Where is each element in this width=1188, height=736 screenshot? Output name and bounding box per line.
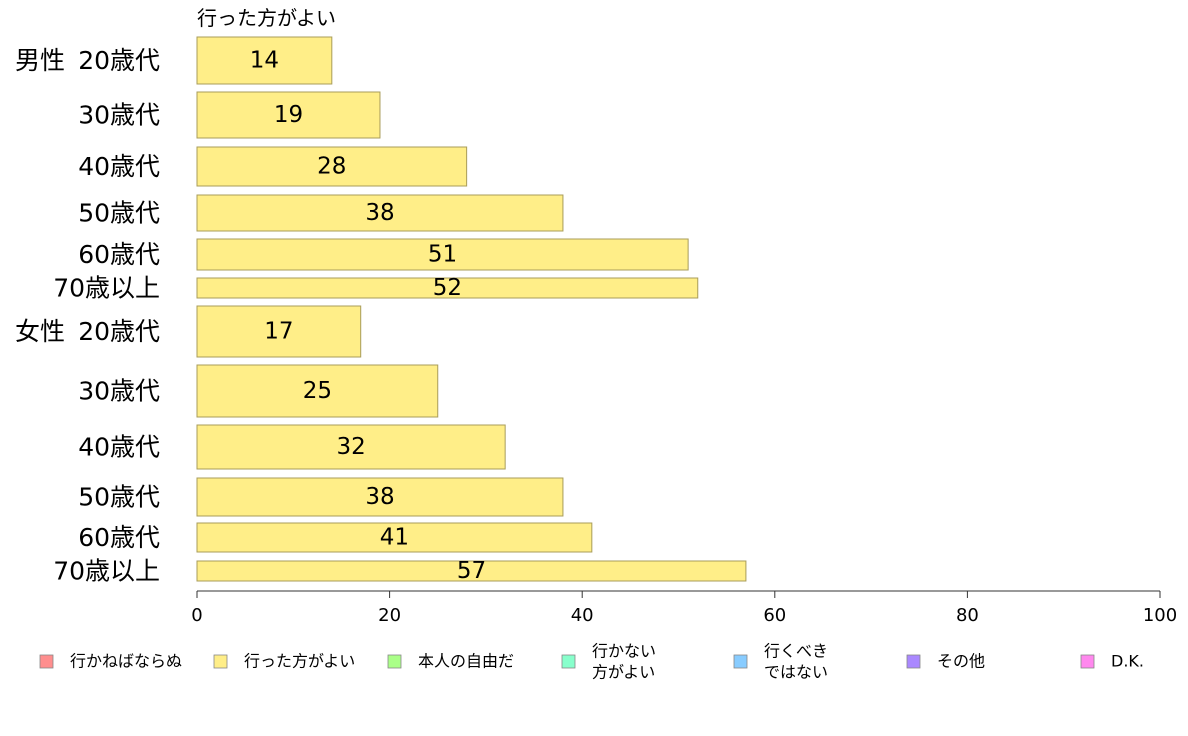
bar — [196, 305, 362, 358]
category-label: 50歳代 — [78, 199, 160, 228]
bar — [196, 146, 468, 187]
bar — [196, 91, 381, 139]
data-label: 38 — [365, 484, 394, 510]
legend-label: 行った方がよい — [244, 652, 355, 671]
bar — [196, 522, 593, 553]
category-label: 40歳代 — [78, 152, 160, 181]
legend-swatch — [213, 654, 228, 669]
legend-label: 行くべきではない — [764, 642, 828, 682]
legend-swatch — [1080, 654, 1095, 669]
data-label: 14 — [250, 48, 279, 74]
legend-swatch — [39, 654, 54, 669]
legend-item: 本人の自由だ — [387, 652, 514, 671]
bar — [196, 277, 699, 299]
bar-row: 70歳以上 57 — [53, 557, 747, 586]
legend-label: 行かねばならぬ — [70, 652, 182, 671]
data-label: 28 — [317, 154, 346, 180]
category-label: 50歳代 — [78, 483, 160, 512]
bar-row: 70歳以上 52 — [53, 274, 699, 303]
bar — [196, 238, 689, 271]
data-label: 57 — [457, 558, 486, 584]
legend-swatch — [561, 654, 576, 669]
legend-item: 行かねばならぬ — [39, 652, 182, 671]
category-label: 20歳代 — [78, 317, 160, 346]
x-tick-label: 80 — [956, 605, 979, 626]
legend-label: 行かない方がよい — [592, 642, 656, 682]
x-tick-label: 20 — [378, 605, 401, 626]
legend-item: その他 — [906, 652, 985, 671]
legend-item: 行った方がよい — [213, 652, 355, 671]
bar-row: 60歳代 51 — [78, 238, 689, 271]
legend-item: 行くべきではない — [733, 642, 828, 682]
bar-row: 40歳代 28 — [78, 146, 468, 187]
category-label: 30歳代 — [78, 101, 160, 130]
legend-swatch — [906, 654, 921, 669]
bar — [196, 424, 506, 470]
data-label: 19 — [274, 102, 303, 128]
x-axis: 0 20 40 60 80 100 — [191, 590, 1177, 626]
data-label: 32 — [336, 434, 365, 460]
category-label: 60歳代 — [78, 523, 160, 552]
bar — [196, 560, 747, 582]
data-label: 52 — [433, 275, 462, 301]
category-label: 70歳以上 — [53, 274, 160, 303]
x-tick-label: 100 — [1143, 605, 1177, 626]
legend-swatch — [387, 654, 402, 669]
x-tick-label: 40 — [571, 605, 594, 626]
group-label: 男性 — [15, 46, 65, 75]
data-label: 25 — [303, 378, 332, 404]
legend-label: D.K. — [1111, 652, 1144, 671]
category-label: 30歳代 — [78, 377, 160, 406]
x-tick-label: 0 — [191, 605, 202, 626]
bar — [196, 364, 439, 418]
bar-row: 40歳代 32 — [78, 424, 506, 470]
category-label: 70歳以上 — [53, 557, 160, 586]
bar-row: 60歳代 41 — [78, 522, 593, 553]
legend-swatch — [733, 654, 748, 669]
data-label: 17 — [264, 319, 293, 345]
data-label: 51 — [428, 242, 457, 268]
bar-row: 50歳代 38 — [78, 194, 564, 232]
bar — [196, 477, 564, 517]
bar-row: 50歳代 38 — [78, 477, 564, 517]
data-label: 41 — [380, 525, 409, 551]
bar — [196, 194, 564, 232]
category-label: 40歳代 — [78, 433, 160, 462]
legend-label: 本人の自由だ — [418, 652, 514, 671]
bar — [196, 36, 333, 85]
x-tick-label: 60 — [763, 605, 786, 626]
legend-label: その他 — [937, 652, 985, 671]
data-label: 38 — [365, 200, 394, 226]
bar-row: 30歳代 25 — [78, 364, 439, 418]
category-label: 60歳代 — [78, 240, 160, 269]
legend: 行かねばならぬ 行った方がよい 本人の自由だ 行かない方がよい 行くべきではない その他 D… — [39, 642, 1144, 682]
category-label: 20歳代 — [78, 46, 160, 75]
bar-row: 30歳代 19 — [78, 91, 381, 139]
group-label: 女性 — [15, 317, 65, 346]
legend-item: D.K. — [1080, 652, 1144, 671]
legend-item: 行かない方がよい — [561, 642, 656, 682]
column-title: 行った方がよい — [197, 6, 336, 30]
